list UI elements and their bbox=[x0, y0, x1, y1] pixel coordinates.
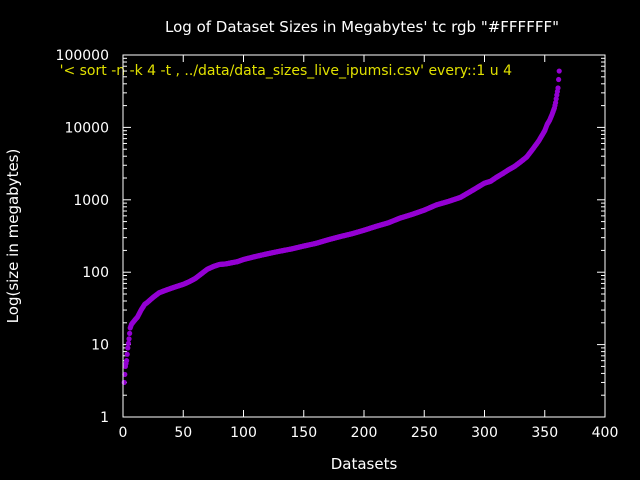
data-point bbox=[121, 379, 127, 386]
x-tick-label: 100 bbox=[230, 425, 257, 441]
plot-frame bbox=[122, 54, 606, 418]
data-point bbox=[127, 330, 133, 336]
data-point bbox=[124, 351, 130, 357]
x-tick-label: 400 bbox=[592, 425, 619, 441]
data-point bbox=[555, 85, 561, 91]
y-tick-label: 100000 bbox=[56, 48, 109, 64]
x-tick-label: 250 bbox=[411, 425, 438, 441]
y-tick-label: 100 bbox=[82, 265, 109, 281]
x-tick-label: 200 bbox=[351, 425, 378, 441]
y-axis-label: Log(size in megabytes) bbox=[4, 149, 22, 324]
data-point bbox=[556, 68, 562, 74]
x-axis-label: Datasets bbox=[331, 455, 398, 473]
tick-labels: 0 50 100 150 200 250 300 350 400 1 10 100 1000 10000 1… bbox=[56, 48, 619, 441]
data-point bbox=[124, 358, 130, 364]
x-tick-label: 300 bbox=[471, 425, 498, 441]
data-points bbox=[121, 68, 562, 386]
y-tick-label: 1000 bbox=[73, 193, 109, 209]
chart-title: Log of Dataset Sizes in Megabytes' tc rg… bbox=[165, 18, 559, 36]
y-tick-label: 10000 bbox=[64, 120, 109, 136]
y-tick-label: 10 bbox=[91, 338, 109, 354]
x-tick-label: 0 bbox=[119, 425, 128, 441]
y-tick-label: 1 bbox=[100, 410, 109, 426]
data-point bbox=[125, 345, 131, 351]
data-point bbox=[122, 371, 128, 378]
data-point bbox=[556, 76, 562, 83]
legend-entry: '< sort -n -k 4 -t , ../data/data_sizes_… bbox=[60, 63, 512, 79]
x-tick-label: 350 bbox=[531, 425, 558, 441]
x-tick-label: 50 bbox=[174, 425, 192, 441]
data-point bbox=[126, 336, 132, 342]
x-tick-label: 150 bbox=[290, 425, 317, 441]
data-point bbox=[125, 340, 132, 346]
